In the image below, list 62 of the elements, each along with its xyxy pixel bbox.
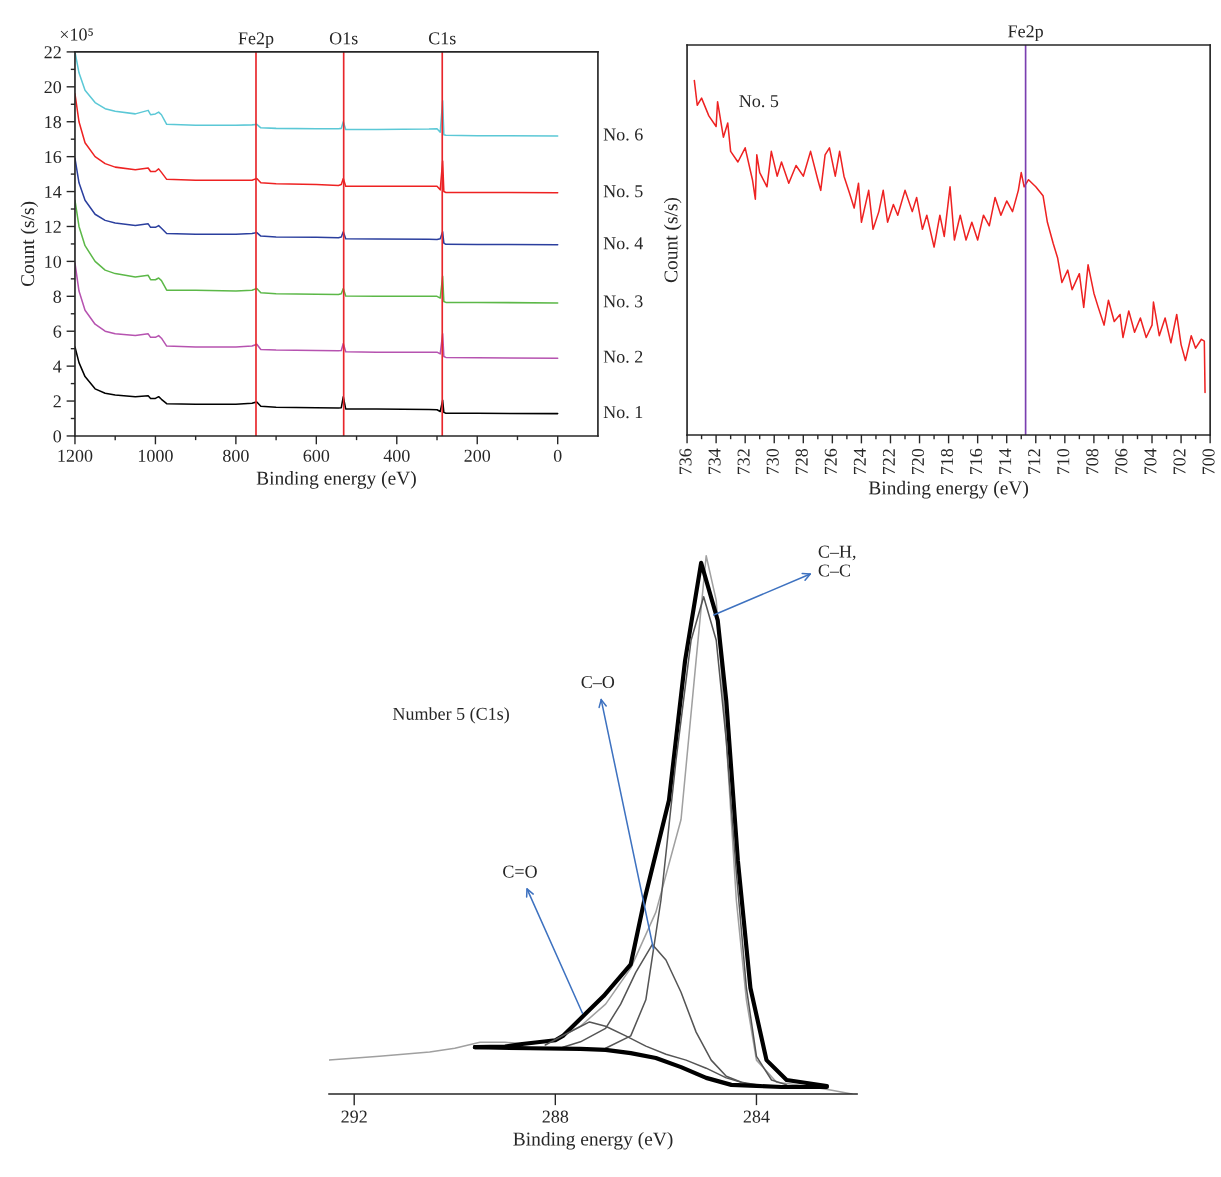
y-axis-title: Count (s/s) bbox=[663, 197, 682, 283]
y-tick-label: 16 bbox=[45, 150, 62, 164]
x-tick-label: 720 bbox=[911, 448, 925, 475]
y-tick-label: 10 bbox=[45, 255, 62, 268]
series-label: No. 5 bbox=[739, 95, 779, 108]
y-axis-title: Count (s/s) bbox=[20, 201, 39, 287]
x-tick-label: 600 bbox=[303, 449, 330, 462]
annotation: Number 5 (C1s) bbox=[392, 707, 509, 724]
x-tick-label: 722 bbox=[882, 449, 895, 475]
x-tick-label: 728 bbox=[795, 448, 808, 475]
text: No. 2 bbox=[603, 350, 643, 363]
y-tick-label: 0 bbox=[53, 430, 62, 443]
annotation: C–H, C–C bbox=[818, 545, 856, 577]
x-tick-label: 288 bbox=[542, 1110, 569, 1123]
text: No. 3 bbox=[603, 295, 643, 308]
x-tick-label: 1000 bbox=[138, 449, 173, 462]
x-tick-label: 284 bbox=[743, 1110, 770, 1123]
x-tick-label: 708 bbox=[1086, 448, 1099, 475]
x-tick-label: 732 bbox=[737, 449, 750, 475]
x-tick-label: 712 bbox=[1028, 449, 1041, 475]
x-tick-label: 714 bbox=[999, 448, 1012, 475]
text: ×10⁵ bbox=[60, 28, 93, 41]
x-axis-title: Binding energy (eV) bbox=[868, 480, 1029, 499]
x-tick-label: 800 bbox=[223, 449, 249, 462]
x-tick-label: 718 bbox=[940, 448, 954, 475]
x-axis-title: Binding energy (eV) bbox=[513, 1131, 673, 1150]
text: No. 1 bbox=[603, 406, 643, 419]
y-tick-label: 12 bbox=[45, 220, 61, 233]
x-tick-label: 726 bbox=[824, 448, 837, 475]
x-tick-label: 292 bbox=[341, 1110, 367, 1123]
x-tick-label: 200 bbox=[464, 449, 491, 462]
x-tick-label: 724 bbox=[853, 448, 866, 475]
y-tick-label: 18 bbox=[45, 115, 62, 129]
y-tick-label: 6 bbox=[53, 325, 62, 338]
text: No. 4 bbox=[603, 237, 643, 250]
y-tick-label: 22 bbox=[44, 46, 61, 59]
text: No. 5 bbox=[603, 185, 643, 198]
y-tick-label: 8 bbox=[53, 290, 62, 303]
x-axis-title: Binding energy (eV) bbox=[256, 471, 416, 489]
text: No. 6 bbox=[603, 128, 643, 141]
x-tick-label: 734 bbox=[708, 448, 721, 475]
x-tick-label: 716 bbox=[970, 448, 983, 475]
x-tick-label: 704 bbox=[1144, 448, 1157, 475]
x-tick-label: 706 bbox=[1115, 448, 1128, 475]
annotation: C=O bbox=[503, 865, 537, 878]
annotation: C–O bbox=[581, 675, 615, 689]
x-tick-label: 400 bbox=[383, 449, 410, 462]
y-tick-label: 20 bbox=[44, 81, 62, 94]
x-tick-label: 702 bbox=[1173, 449, 1186, 475]
x-tick-label: 1200 bbox=[58, 449, 93, 462]
x-tick-label: 0 bbox=[553, 449, 562, 462]
x-tick-label: 736 bbox=[679, 448, 692, 475]
ref-line-label: Fe2p bbox=[238, 32, 274, 49]
ref-line-label: O1s bbox=[329, 32, 358, 45]
y-tick-label: 14 bbox=[45, 185, 62, 198]
y-tick-label: 2 bbox=[53, 395, 61, 408]
y-tick-label: 4 bbox=[53, 360, 62, 373]
x-tick-label: 700 bbox=[1202, 448, 1215, 475]
ref-line-label: Fe2p bbox=[1008, 25, 1043, 42]
x-tick-label: 730 bbox=[766, 448, 779, 475]
ref-line-label: C1s bbox=[428, 32, 456, 45]
x-tick-label: 710 bbox=[1057, 448, 1070, 475]
